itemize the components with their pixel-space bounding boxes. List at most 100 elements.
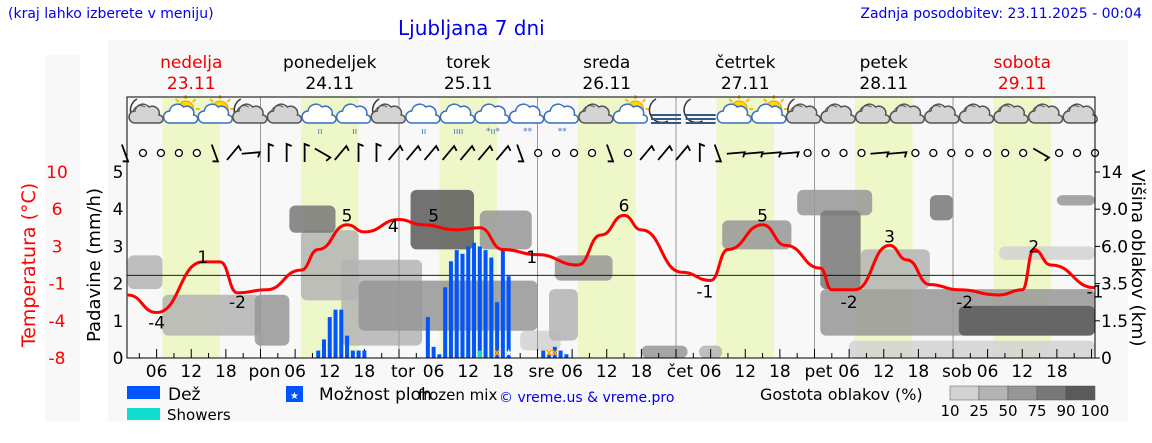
wind-calm-icon <box>965 148 974 158</box>
wind-calm-icon <box>857 148 866 158</box>
temperature-tick: -4 <box>49 312 66 332</box>
cloud-layer <box>860 249 930 290</box>
cloud-height-tick: 3.5 <box>1101 275 1128 295</box>
rain-bar <box>454 250 459 358</box>
wind-calm-icon <box>803 148 812 158</box>
cloud-layer <box>641 345 688 358</box>
cloud-density-swatch <box>1036 385 1067 401</box>
rain-bar <box>495 302 500 358</box>
precipitation-tick: 5 <box>113 163 124 183</box>
cloud-density-tick: 100 <box>1081 402 1110 420</box>
x-tick-label-hour: 06 <box>146 362 168 382</box>
cloud-layer <box>289 205 336 233</box>
rain-bar <box>350 350 355 358</box>
temperature-label: -2 <box>229 293 246 313</box>
frozen-mix-marker: x <box>545 346 552 359</box>
temperature-label: 5 <box>428 207 439 227</box>
x-tick-label-hour: 18 <box>908 362 930 382</box>
x-tick-label-hour: 12 <box>457 362 479 382</box>
x-tick-label-hour: 12 <box>319 362 341 382</box>
x-tick-label-day: sob <box>942 362 972 382</box>
cloud-layer <box>410 189 475 250</box>
temperature-label: -1 <box>696 283 713 303</box>
cloud-density-tick: 10 <box>940 402 959 420</box>
rain-bar <box>466 246 471 358</box>
cloud-icon <box>958 103 995 124</box>
day-date: 29.11 <box>998 74 1047 94</box>
x-tick-label-day: sre <box>529 362 555 382</box>
rain-bar <box>448 261 453 358</box>
rain-bar <box>425 317 430 358</box>
cloud-layer <box>254 294 290 346</box>
rain-bar <box>564 354 569 358</box>
cloud-layer <box>358 280 538 331</box>
cloud-layer <box>722 220 792 250</box>
rain-bar <box>483 250 488 358</box>
wind-barb-icon <box>357 142 364 162</box>
last-updated: Zadnja posodobitev: 23.11.2025 - 00:04 <box>860 6 1142 22</box>
wind-barb-icon <box>334 144 350 161</box>
showers-legend-label: Showers <box>167 406 231 424</box>
rain-bar <box>333 309 338 358</box>
precipitation-tick: 2 <box>113 275 124 295</box>
wind-barb-icon <box>210 144 220 163</box>
cloud-height-tick: 9.0 <box>1101 200 1128 220</box>
temperature-label: 5 <box>342 207 353 227</box>
x-tick-label-hour: 12 <box>734 362 756 382</box>
x-tick-label-hour: 06 <box>700 362 722 382</box>
wind-barb-icon <box>675 144 691 161</box>
rain-bar <box>500 250 505 358</box>
moon-fog-icon <box>683 98 716 124</box>
cloud-layer <box>127 255 163 290</box>
precipitation-tick: 3 <box>113 237 124 257</box>
wind-barb-icon <box>241 151 261 158</box>
wind-calm-icon <box>1072 148 1082 158</box>
x-tick-label-hour: 18 <box>354 362 376 382</box>
sun-cloud-icon <box>716 95 754 124</box>
day-name: sobota <box>993 53 1051 73</box>
showers-legend-swatch <box>127 408 160 420</box>
day-name: ponedeljek <box>283 53 377 73</box>
x-tick-label-hour: 12 <box>180 362 202 382</box>
x-tick-label-hour: 18 <box>1046 362 1068 382</box>
day-date: 27.11 <box>721 74 770 94</box>
day-name: nedelja <box>160 53 222 73</box>
cloud-icon <box>1062 103 1098 124</box>
cloud-density-swatch <box>1007 385 1038 401</box>
rain-legend-label: Dež <box>168 385 201 405</box>
wind-barb-icon <box>657 144 674 161</box>
temperature-label: 6 <box>619 196 630 216</box>
temperature-label: -2 <box>841 293 858 313</box>
cloud-icon <box>578 103 614 124</box>
x-tick-label-hour: 18 <box>631 362 653 382</box>
showers-bar <box>477 350 482 358</box>
temp-axis-panel <box>45 55 80 422</box>
rain-bar <box>541 350 546 358</box>
wind-calm-icon <box>1054 148 1064 158</box>
wind-barb-icon <box>1032 147 1051 162</box>
credit-link[interactable]: © vreme.us & vreme.pro <box>499 390 674 406</box>
rain-bar <box>327 317 332 358</box>
day-name: petek <box>860 53 908 73</box>
cloud-drizzle-icon: ıı <box>335 103 372 137</box>
rain-legend-swatch <box>127 386 160 399</box>
cloud-density-swatch <box>1065 385 1096 401</box>
wind-calm-icon <box>1001 148 1010 158</box>
day-name: torek <box>446 53 490 73</box>
moon-fog-icon <box>648 98 681 124</box>
temperature-tick: 3 <box>52 237 63 257</box>
wind-calm-icon <box>821 148 830 158</box>
cloud-icon <box>820 103 856 124</box>
cloud-height-tick: 6.0 <box>1101 237 1128 257</box>
plot-frame <box>126 96 1096 359</box>
x-tick-label-hour: 18 <box>769 362 791 382</box>
cloud-layer <box>999 246 1095 260</box>
x-tick-label-hour: 12 <box>596 362 618 382</box>
cloud-layer <box>554 255 613 281</box>
cloud-height-tick: 1.5 <box>1101 312 1128 332</box>
frozen-mix-marker: x <box>551 346 558 359</box>
x-tick-label-hour: 18 <box>492 362 514 382</box>
day-name: sreda <box>583 53 630 73</box>
cloud-layer <box>849 340 1095 358</box>
wind-calm-icon <box>533 148 543 158</box>
